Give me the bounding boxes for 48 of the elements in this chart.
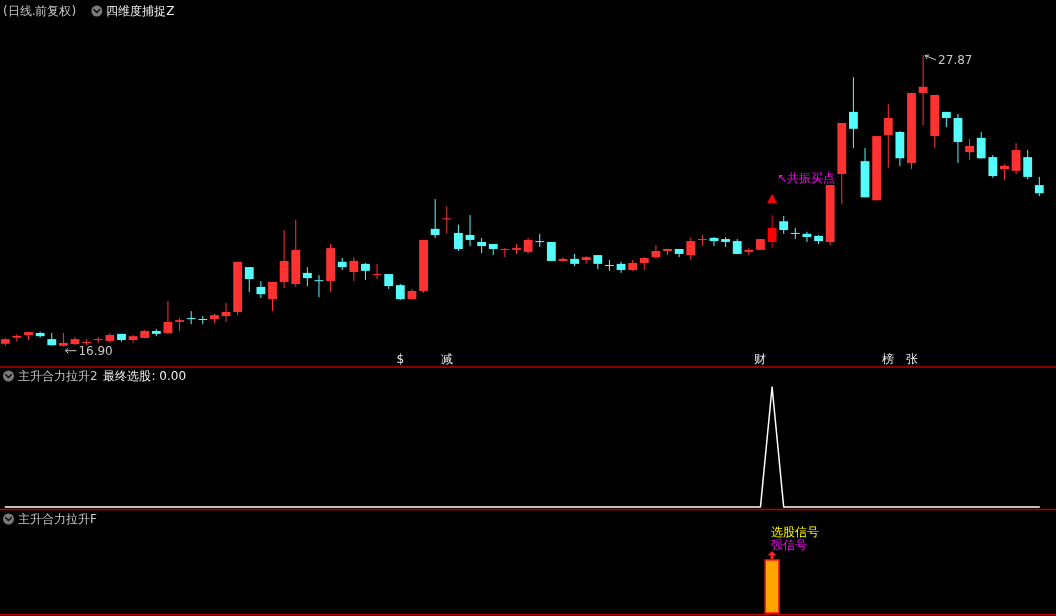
candlestick (279, 229, 289, 289)
candlestick (988, 154, 998, 179)
candlestick (697, 234, 707, 247)
candlestick (883, 103, 893, 169)
text: 减 (440, 352, 453, 367)
candlestick (535, 233, 545, 248)
chart-title: 主升合力拉升F (18, 512, 97, 526)
candlestick (128, 334, 138, 344)
annotation: 27.87 (938, 53, 973, 67)
text: 榜 (882, 352, 895, 367)
candlestick (1034, 176, 1044, 197)
candlestick (1011, 142, 1021, 175)
text: 选股信号 (771, 525, 820, 539)
candlestick (1023, 149, 1033, 180)
candlestick (268, 281, 277, 312)
candlestick (163, 300, 173, 335)
text: 强信号 (771, 538, 808, 552)
candlestick (465, 214, 475, 247)
candlestick (244, 266, 254, 293)
candlestick (605, 259, 614, 272)
candlestick (453, 224, 463, 252)
candlestick (186, 310, 196, 325)
candlestick (918, 54, 928, 126)
chart-subtitle: 最终选股: 0.00 (103, 369, 187, 383)
candlestick (767, 214, 777, 249)
candlestick (965, 138, 975, 161)
series-label: ↖共振买点 (777, 171, 836, 186)
candlestick (349, 256, 359, 282)
candlestick (686, 237, 696, 261)
chart-title: 主升合力拉升2 (18, 369, 98, 383)
candlestick (500, 247, 510, 258)
candlestick (953, 113, 963, 164)
candlestick (256, 280, 266, 299)
chart-title: (日线.前复权) (3, 4, 77, 18)
candlestick (651, 244, 661, 260)
candlestick (430, 198, 440, 239)
candlestick (849, 76, 858, 149)
annotation: 16.90 (78, 344, 113, 359)
candlestick (12, 333, 22, 343)
text: $ (396, 352, 405, 367)
text: 财 (754, 352, 767, 367)
candlestick (744, 247, 754, 256)
chart-subtitle: 四维度捕捉Z (106, 4, 175, 18)
candlestick (976, 131, 986, 160)
text: 张 (905, 352, 918, 367)
candlestick (790, 227, 800, 240)
candlestick (442, 205, 452, 235)
candlestick (302, 266, 312, 287)
